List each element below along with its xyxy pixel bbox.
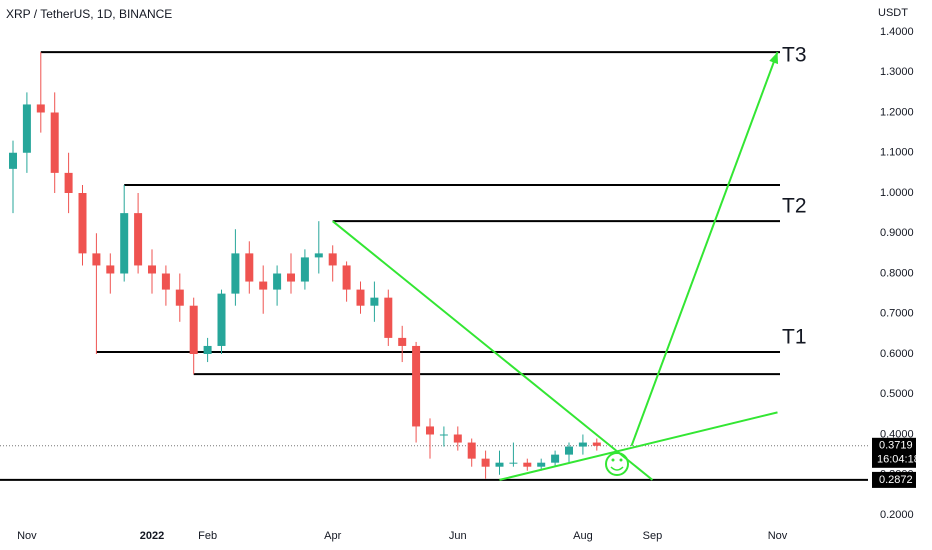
- trendline: [499, 411, 778, 481]
- price-box: [872, 471, 916, 488]
- candle-body: [134, 213, 143, 266]
- countdown: 16:04:18: [877, 454, 920, 466]
- y-axis-title: USDT: [878, 7, 908, 19]
- candle-body: [426, 426, 434, 435]
- trendline: [332, 220, 654, 481]
- candle-body: [495, 462, 504, 467]
- y-tick-label: 1.0000: [880, 187, 914, 199]
- candle-body: [370, 297, 379, 306]
- candle-body: [106, 265, 115, 274]
- last-price-label: 0.3719: [879, 440, 913, 452]
- level-label: T1: [782, 326, 807, 349]
- candle-body: [592, 442, 601, 446]
- chart-title: XRP / TetherUS, 1D, BINANCE: [6, 7, 172, 21]
- y-tick-label: 1.2000: [880, 106, 914, 118]
- candle-body: [245, 253, 254, 282]
- candle-body: [36, 104, 45, 113]
- candle-body: [287, 273, 295, 282]
- candle-body: [231, 253, 240, 294]
- level-label: T3: [782, 44, 807, 67]
- candle-body: [342, 265, 351, 290]
- candle-body: [537, 462, 546, 467]
- y-tick-label: 1.4000: [880, 26, 914, 38]
- candle-body: [22, 104, 31, 153]
- x-tick-label: Sep: [643, 530, 663, 542]
- last-price-box: [872, 437, 916, 468]
- candle-body: [259, 281, 268, 290]
- candle-body: [565, 446, 573, 455]
- smiley: [605, 452, 629, 476]
- candle-body: [467, 442, 476, 459]
- smiley-eye: [619, 458, 623, 462]
- candle-body: [78, 193, 87, 254]
- y-tick-label: 1.1000: [880, 147, 914, 159]
- candle-body: [120, 213, 129, 274]
- x-tick-label: Jun: [449, 530, 467, 542]
- candle-body: [203, 345, 212, 354]
- y-tick-label: 0.6000: [880, 348, 914, 360]
- candle-body: [50, 112, 59, 173]
- y-tick-label: 0.5000: [880, 388, 914, 400]
- smiley-eye: [611, 458, 615, 462]
- candle-body: [509, 462, 518, 464]
- candle-body: [481, 458, 490, 467]
- candle-body: [551, 454, 560, 463]
- arrow-head: [769, 52, 779, 65]
- y-tick-label: 0.9000: [880, 227, 914, 239]
- y-tick-label: 0.2000: [880, 509, 914, 521]
- candle-body: [148, 265, 156, 274]
- candle-body: [314, 253, 323, 258]
- x-tick-label: Aug: [573, 530, 593, 542]
- candle-body: [384, 297, 393, 338]
- x-tick-label: Nov: [17, 530, 37, 542]
- candle-body: [328, 253, 337, 266]
- y-tick-label: 0.4000: [880, 428, 914, 440]
- x-tick-label: 2022: [140, 530, 164, 542]
- candle-body: [189, 305, 198, 354]
- y-tick-label: 1.3000: [880, 66, 914, 78]
- smiley-mouth: [610, 466, 624, 471]
- x-tick-label: Nov: [768, 530, 788, 542]
- candle-body: [217, 293, 226, 346]
- candle-body: [300, 257, 309, 282]
- level-label: T2: [782, 195, 807, 218]
- candle-body: [412, 345, 421, 427]
- candle-body: [398, 337, 407, 346]
- y-tick-label: 0.7000: [880, 308, 914, 320]
- candle-body: [64, 172, 73, 193]
- candle-body: [92, 253, 101, 266]
- price-label: 0.2872: [879, 474, 913, 486]
- x-tick-label: Apr: [324, 530, 341, 542]
- candle-body: [578, 442, 587, 447]
- y-tick-label: 0.8000: [880, 267, 914, 279]
- trendline: [630, 51, 779, 447]
- candle-body: [273, 273, 282, 290]
- candle-body: [523, 462, 532, 467]
- candle-body: [175, 289, 184, 306]
- candle-body: [453, 434, 462, 443]
- candle-body: [9, 152, 17, 169]
- candle-body: [161, 273, 170, 290]
- candle-body: [439, 434, 448, 436]
- candle-body: [356, 289, 365, 306]
- x-tick-label: Feb: [198, 530, 217, 542]
